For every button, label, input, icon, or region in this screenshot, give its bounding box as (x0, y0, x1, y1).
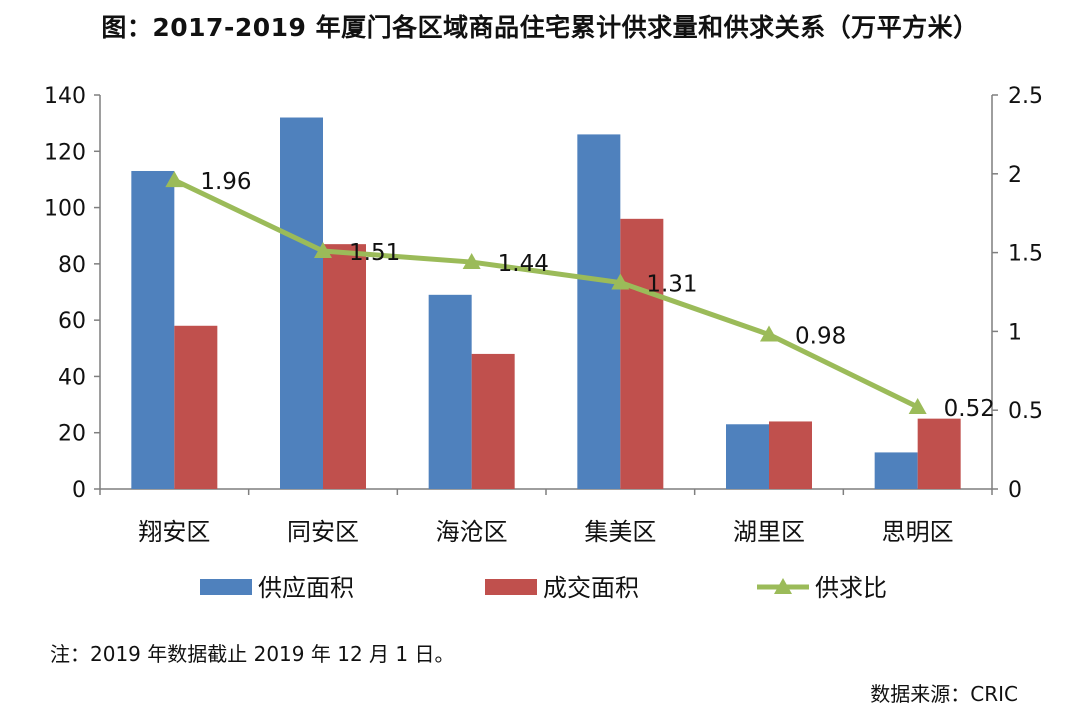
x-tick-label: 海沧区 (436, 518, 508, 546)
x-tick-label: 集美区 (584, 518, 656, 546)
legend-supply-swatch (200, 579, 252, 595)
y-left-tick-label: 60 (58, 309, 86, 334)
ratio-marker (611, 273, 630, 290)
supply-bar (280, 117, 323, 489)
axes: 0 20 40 60 80 100 120 140 0 0.5 1 1.5 2 2.5 翔安区 同安区 海沧区 集… (44, 84, 1043, 546)
y-right-tick-label: 1.5 (1008, 242, 1043, 267)
deal-bar (174, 325, 218, 489)
footnote: 注：2019 年数据截止 2019 年 12 月 1 日。 (50, 642, 455, 666)
ratio-marker (314, 242, 332, 259)
x-tick-label: 思明区 (882, 518, 954, 546)
ratio-data-label: 1.31 (646, 272, 697, 298)
ratio-data-label: 1.96 (200, 169, 251, 195)
deal-bar (620, 218, 664, 490)
supply-bar (577, 134, 621, 489)
y-right-tick-label: 2.5 (1008, 84, 1043, 109)
ratio-line: 1.96 1.51 1.44 1.31 0.98 0.52 (165, 169, 995, 422)
supply-bar (726, 424, 769, 489)
ratio-marker (462, 253, 481, 270)
ratio-data-label: 0.52 (944, 396, 995, 422)
y-right-tick-label: 1 (1008, 320, 1022, 345)
y-left-tick-label: 20 (58, 422, 86, 447)
ratio-data-label: 1.51 (349, 240, 400, 266)
y-left-tick-label: 80 (58, 253, 86, 278)
ratio-data-label: 1.44 (498, 251, 549, 277)
y-left-tick-label: 100 (44, 197, 86, 222)
ratio-marker (908, 398, 927, 415)
supply-bar (131, 170, 175, 489)
x-tick-label: 同安区 (287, 518, 359, 546)
supply-bar (428, 294, 472, 489)
y-left-tick-label: 0 (72, 478, 86, 503)
chart-title: 图：2017-2019 年厦门各区域商品住宅累计供求量和供求关系（万平方米） (101, 13, 979, 42)
ratio-data-label: 0.98 (795, 324, 846, 350)
deal-bar (769, 421, 812, 489)
y-left-tick-label: 140 (44, 84, 86, 109)
legend-ratio-label: 供求比 (815, 574, 887, 602)
y-right-tick-label: 0 (1008, 478, 1022, 503)
ratio-series-line (173, 177, 919, 410)
x-tick-label: 湖里区 (733, 518, 805, 546)
legend-ratio-marker (774, 578, 792, 594)
deal-bar (323, 244, 366, 489)
supply-bar (874, 452, 918, 489)
legend: 供应面积 成交面积 供求比 (200, 574, 887, 602)
legend-deal-label: 成交面积 (543, 574, 639, 602)
y-right-tick-label: 2 (1008, 163, 1022, 188)
bars (131, 117, 961, 490)
x-tick-label: 翔安区 (138, 518, 210, 546)
deal-bar (471, 353, 515, 489)
ratio-marker (165, 171, 184, 188)
ratio-marker (760, 325, 778, 342)
legend-supply-label: 供应面积 (258, 574, 354, 602)
y-right-tick-label: 0.5 (1008, 399, 1043, 424)
y-left-tick-label: 120 (44, 140, 86, 165)
y-left-tick-label: 40 (58, 365, 86, 390)
deal-bar (917, 418, 961, 489)
data-source: 数据来源：CRIC (870, 682, 1018, 706)
legend-deal-swatch (485, 579, 537, 595)
